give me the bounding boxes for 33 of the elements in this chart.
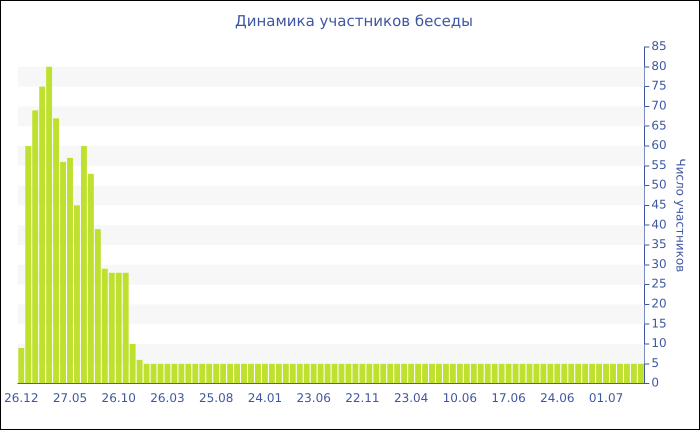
y-tick-label: 85 [651, 39, 667, 54]
x-tick-label: 27.05 [52, 390, 88, 405]
y-tick-label: 30 [651, 256, 667, 271]
x-tick-label: 23.06 [296, 390, 331, 405]
x-tick-label: 22.11 [345, 390, 380, 405]
x-tick-label: 26.03 [150, 390, 185, 405]
y-tick-label: 0 [651, 376, 659, 390]
y-tick-label: 60 [651, 138, 667, 152]
x-tick-label: 23.04 [394, 390, 428, 405]
y-tick-label: 5 [651, 356, 659, 370]
x-tick-label: 26.10 [102, 390, 136, 405]
x-tick-label: 17.06 [491, 390, 526, 405]
y-tick-label: 75 [651, 78, 667, 93]
x-tick-label: 01.07 [588, 390, 624, 405]
x-tick-label: 26.12 [4, 390, 38, 405]
y-tick-label: 45 [651, 198, 667, 212]
y-tick-label: 55 [651, 158, 667, 172]
y-tick-label: 25 [651, 276, 667, 291]
y-tick-label: 50 [651, 178, 667, 192]
chart-title: Динамика участников беседы [234, 12, 474, 30]
y-tick-label: 40 [651, 217, 667, 232]
x-tick-label: 10.06 [442, 390, 478, 405]
x-tick-label: 25.08 [199, 390, 234, 405]
x-tick-label: 24.01 [248, 390, 282, 405]
y-tick-label: 20 [651, 296, 667, 311]
y-tick-label: 15 [651, 316, 667, 330]
y-axis-title: Число участников [674, 158, 688, 272]
y-tick-label: 10 [651, 336, 667, 350]
y-tick-label: 35 [651, 237, 667, 252]
y-tick-label: 65 [651, 118, 667, 132]
y-tick-label: 80 [651, 58, 667, 73]
x-tick-label: 24.06 [540, 390, 574, 405]
y-tick-label: 70 [651, 98, 667, 113]
